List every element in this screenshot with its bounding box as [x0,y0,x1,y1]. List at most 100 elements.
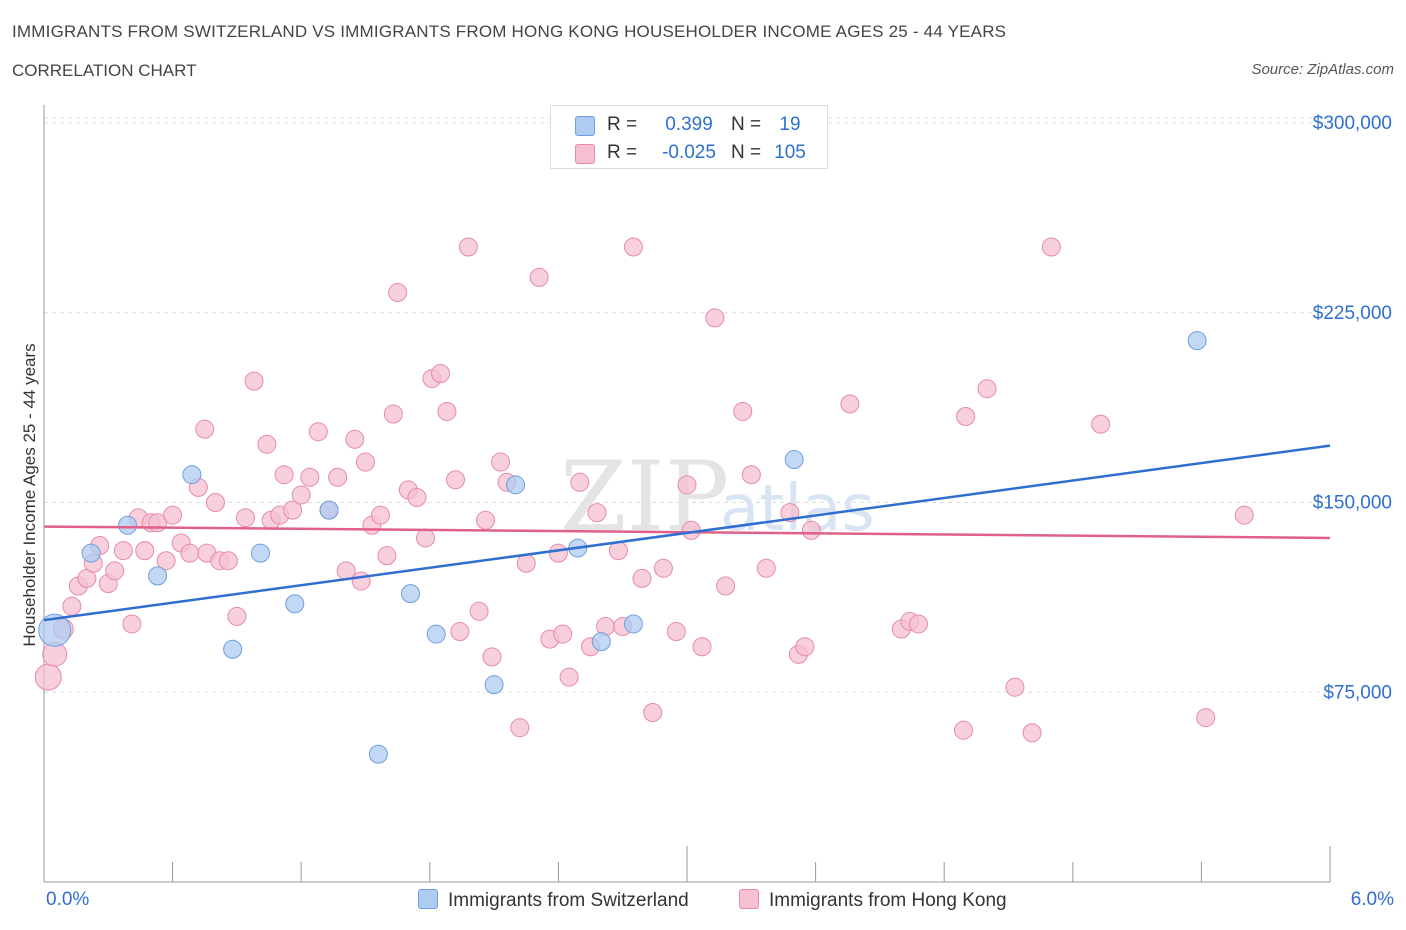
data-point [371,505,391,525]
x-tick-label-min: 0.0% [46,889,90,910]
data-point [407,487,427,507]
data-point [591,632,611,652]
data-point [692,637,712,657]
x-tick-label-max: 6.0% [1350,889,1394,910]
data-point [148,566,168,586]
data-point [623,237,643,257]
data-point [235,508,255,528]
data-point [559,667,579,687]
data-point [666,622,686,642]
data-point [182,465,202,485]
data-point [553,624,573,644]
data-point [250,543,270,563]
grid-lines [44,117,1330,693]
chart-subtitle: CORRELATION CHART [12,61,197,80]
data-point [1187,331,1207,351]
y-tick-labels: $75,000 $150,000 $225,000 $300,000 [1313,113,1392,703]
data-point [653,558,673,578]
legend-n-value: 19 [779,114,801,135]
data-point [223,639,243,659]
series-name-hong-kong: Immigrants from Hong Kong [769,890,1007,911]
legend-n-label: N = [731,142,762,163]
series-name-switzerland: Immigrants from Switzerland [448,890,689,911]
stats-legend: R = 0.399 N = 19 R = -0.025 N = 105 [550,105,828,169]
data-point [163,505,183,525]
data-point [953,720,973,740]
data-point [388,283,408,303]
data-point [401,584,421,604]
data-point [516,553,536,573]
data-point [38,613,72,647]
data-point [1234,505,1254,525]
data-point [431,364,451,384]
legend-n-value: 105 [774,142,806,163]
switzerland-points [38,331,1207,764]
data-point [156,551,176,571]
data-point [227,606,247,626]
data-point [510,718,530,738]
data-point [62,596,82,616]
source-credit: Source: ZipAtlas.com [1251,61,1394,78]
y-tick-label: $150,000 [1313,493,1392,514]
data-point [716,576,736,596]
data-point [113,541,133,561]
data-point [1196,708,1216,728]
trend-line-switzerland [43,444,1331,622]
data-point [383,404,403,424]
data-point [484,675,504,695]
data-point [351,571,371,591]
data-point [1005,677,1025,697]
data-point [328,467,348,487]
data-point [506,475,526,495]
data-point [308,422,328,442]
data-point [274,465,294,485]
data-point [632,568,652,588]
data-point [840,394,860,414]
data-point [118,515,138,535]
data-point [476,510,496,530]
zipatlas-watermark: ZIP atlas [560,441,875,553]
data-point [1022,723,1042,743]
y-tick-label: $225,000 [1313,303,1392,324]
data-point [291,485,311,505]
data-point [345,429,365,449]
data-point [908,614,928,634]
data-point [34,663,62,691]
data-point [733,401,753,421]
data-point [319,500,339,520]
data-point [587,503,607,523]
y-tick-label: $75,000 [1323,682,1392,703]
data-point [446,470,466,490]
data-point [195,419,215,439]
data-point [1041,237,1061,257]
data-point [416,528,436,548]
data-point [570,472,590,492]
data-point [548,543,568,563]
watermark-zip: ZIP [560,441,729,553]
series-swatch-blue [418,889,438,909]
data-point [458,237,478,257]
data-point [1091,414,1111,434]
legend-swatch-pink [575,144,595,164]
trend-lines [43,444,1331,622]
data-point [977,379,997,399]
series-legend-hong-kong: Immigrants from Hong Kong [739,889,1007,912]
data-point [426,624,446,644]
data-point [135,541,155,561]
data-point [784,450,804,470]
data-point [677,475,697,495]
data-point [257,434,277,454]
data-point [218,551,238,571]
data-point [244,371,264,391]
data-point [105,561,125,581]
data-point [491,452,511,472]
y-tick-label: $300,000 [1313,113,1392,134]
legend-r-label: R = [607,114,638,135]
data-point [801,520,821,540]
data-point [643,703,663,723]
legend-r-value: 0.399 [665,114,713,135]
y-axis-label: Householder Income Ages 25 - 44 years [20,343,39,647]
data-point [180,543,200,563]
series-legend-switzerland: Immigrants from Switzerland [418,889,689,912]
data-point [795,637,815,657]
